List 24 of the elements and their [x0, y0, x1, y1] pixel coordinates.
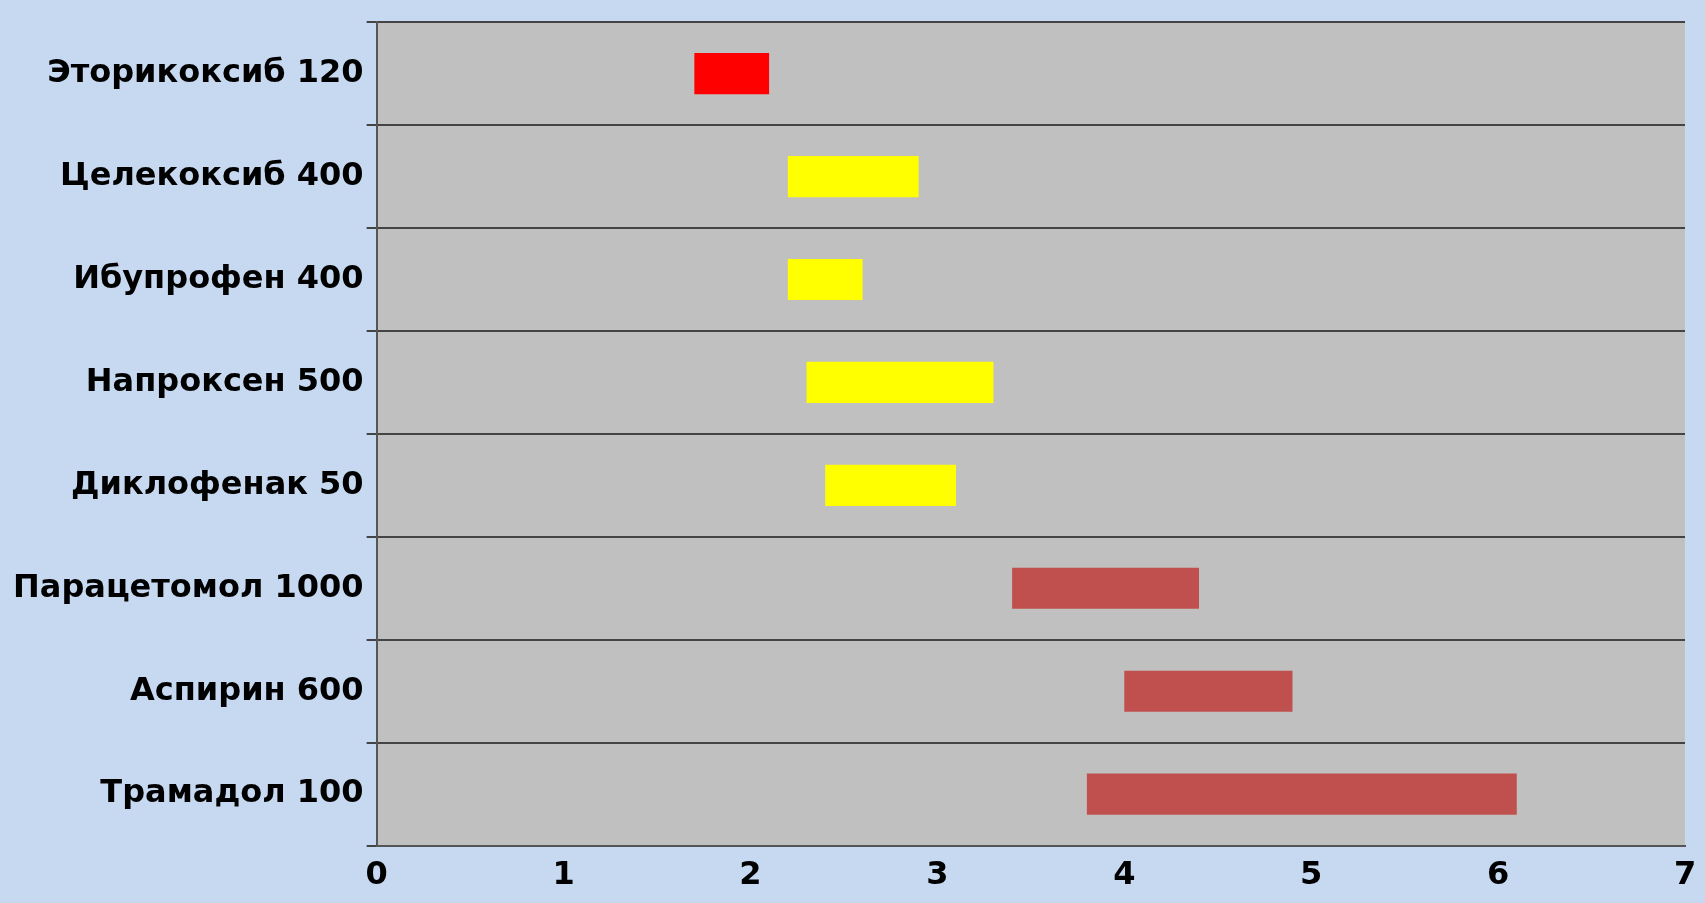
x-tick-label: 4: [1113, 854, 1136, 893]
x-tick-label: 2: [739, 854, 762, 893]
y-tick-label: Ибупрофен 400: [73, 257, 364, 296]
y-tick-label: Напроксен 500: [85, 360, 364, 399]
x-tick-label: 6: [1486, 854, 1510, 893]
y-tick-label: Целекоксиб 400: [59, 154, 364, 193]
y-tick-label: Аспирин 600: [129, 669, 364, 708]
bar: [825, 464, 957, 506]
y-tick-label: Диклофенак 50: [71, 463, 364, 502]
bar: [787, 156, 919, 198]
y-tick-label: Парацетомол 1000: [13, 566, 364, 605]
x-tick-label: 0: [365, 854, 388, 893]
x-tick-label: 5: [1300, 854, 1323, 893]
bar: [1124, 670, 1293, 712]
x-tick-label: 7: [1673, 854, 1697, 893]
bar: [1012, 567, 1200, 609]
bar: [787, 258, 863, 301]
bar: [806, 361, 994, 404]
x-tick-label: 3: [926, 854, 949, 893]
x-tick-label: 1: [552, 854, 575, 893]
y-tick-label: Эторикоксиб 120: [47, 51, 364, 90]
bar: [1086, 773, 1517, 815]
y-tick-label: Трамадол 100: [100, 772, 364, 811]
bar: [694, 53, 770, 95]
